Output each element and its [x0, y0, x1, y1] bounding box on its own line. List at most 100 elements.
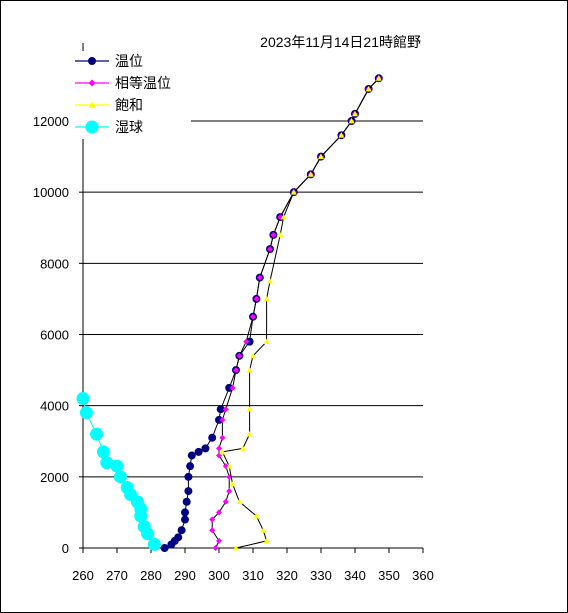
data-point: [253, 512, 260, 519]
x-tick-label: 310: [242, 568, 264, 583]
data-point: [246, 367, 253, 373]
data-point: [352, 110, 358, 117]
data-point: [110, 459, 124, 473]
x-tick-label: 290: [174, 568, 196, 583]
data-point: [226, 488, 233, 495]
data-point: [280, 214, 287, 220]
series-line: [221, 77, 380, 549]
data-point: [243, 338, 250, 345]
data-point: [236, 352, 243, 359]
x-tick-label: 280: [140, 568, 162, 583]
data-point: [187, 451, 196, 460]
x-tick-label: 270: [106, 568, 128, 583]
data-point: [76, 392, 90, 406]
data-point: [256, 274, 263, 281]
data-point: [375, 75, 382, 81]
data-point: [186, 462, 195, 471]
data-point: [263, 537, 270, 544]
data-point: [181, 508, 189, 517]
data-point: [246, 406, 253, 412]
legend-marker-0: [88, 57, 96, 65]
series-2: [219, 75, 382, 551]
legend-label: 飽和: [115, 97, 143, 113]
data-point: [219, 416, 226, 423]
data-point: [100, 456, 114, 470]
data-point: [194, 447, 203, 456]
y-tick-label: 12000: [33, 114, 69, 129]
data-point: [233, 545, 239, 551]
series-group: [76, 74, 383, 552]
y-tick-label: 6000: [40, 328, 69, 343]
data-point: [90, 427, 104, 441]
data-point: [177, 526, 186, 535]
data-point: [233, 367, 239, 374]
data-point: [184, 487, 193, 496]
x-tick-label: 350: [378, 568, 400, 583]
data-point: [365, 85, 372, 92]
legend-marker-1: [88, 79, 96, 87]
x-tick-label: 300: [208, 568, 230, 583]
data-point: [96, 445, 110, 459]
data-point: [263, 338, 270, 345]
data-point: [229, 384, 236, 391]
data-point: [260, 527, 267, 533]
legend-label: 相等温位: [115, 75, 171, 91]
data-point: [246, 431, 253, 437]
series-3: [76, 392, 161, 551]
data-point: [222, 498, 229, 505]
data-point: [182, 497, 191, 506]
data-point: [222, 406, 229, 413]
data-point: [216, 537, 222, 544]
y-tick-label: 8000: [40, 256, 69, 271]
data-point: [216, 509, 222, 516]
data-point: [318, 153, 324, 159]
data-point: [348, 118, 355, 124]
data-point: [79, 406, 93, 420]
tick-labels: 260 270 280 290 300 310 320 330 340 350 360 0 2000 40…: [33, 114, 434, 583]
legend-label: 湿球: [115, 119, 143, 135]
data-point: [147, 537, 161, 551]
y-tick-label: 4000: [40, 399, 69, 414]
data-point: [270, 231, 277, 238]
x-tick-label: 260: [72, 568, 94, 583]
data-point: [160, 544, 169, 552]
data-point: [245, 337, 254, 346]
data-point: [226, 463, 233, 469]
data-point: [209, 527, 216, 534]
data-point: [239, 445, 246, 451]
legend-marker-3: [85, 120, 99, 134]
x-tick-label: 320: [276, 568, 298, 583]
y-tick-label: 0: [62, 541, 69, 556]
data-point: [216, 445, 222, 452]
data-point: [219, 448, 226, 455]
data-point: [263, 295, 270, 302]
data-point: [174, 533, 183, 542]
data-point: [253, 295, 260, 302]
data-point: [267, 278, 273, 284]
data-point: [181, 515, 189, 524]
data-point: [225, 383, 234, 392]
data-point: [216, 405, 225, 414]
data-point: [250, 313, 256, 320]
data-point: [219, 434, 226, 441]
data-point: [267, 246, 273, 253]
data-point: [250, 352, 256, 359]
data-point: [113, 470, 127, 484]
data-point: [184, 472, 193, 481]
data-point: [338, 132, 345, 138]
data-point: [141, 527, 155, 541]
data-point: [277, 231, 284, 238]
data-point: [290, 189, 297, 195]
y-tick-label: 2000: [40, 470, 69, 485]
data-point: [307, 171, 314, 177]
data-point: [208, 433, 217, 442]
data-point: [209, 516, 216, 523]
legend-label: 温位: [115, 53, 143, 69]
x-tick-label: 340: [344, 568, 366, 583]
series-1: [209, 75, 382, 551]
gridlines: [83, 120, 423, 478]
data-point: [229, 480, 236, 487]
